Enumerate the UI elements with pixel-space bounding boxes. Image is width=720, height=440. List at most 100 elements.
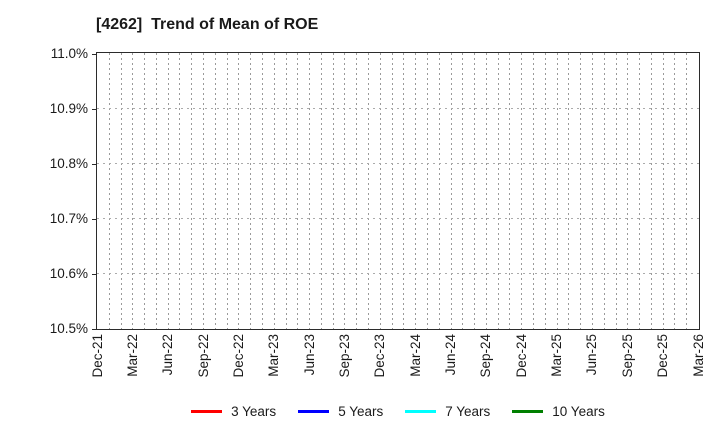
gridline-vertical: [179, 53, 181, 329]
gridline-vertical: [108, 53, 110, 329]
x-tick-label: Dec-22: [230, 334, 246, 378]
gridline-vertical: [250, 53, 252, 329]
y-tick-label: 10.7%: [49, 210, 88, 226]
gridline-vertical: [485, 53, 487, 329]
x-tick-label: Jun-24: [443, 334, 459, 376]
gridline-vertical: [285, 53, 287, 329]
x-tick-label: Dec-24: [513, 334, 529, 378]
gridline-vertical: [332, 53, 334, 329]
legend-label: 3 Years: [231, 404, 277, 419]
gridline-horizontal: [97, 218, 699, 219]
gridline-vertical: [120, 53, 122, 329]
gridline-vertical: [580, 53, 582, 329]
gridline-vertical: [368, 53, 370, 329]
gridline-vertical: [639, 53, 641, 329]
gridline-vertical: [603, 53, 605, 329]
gridline-vertical: [309, 53, 311, 329]
x-tick-label: Mar-22: [124, 334, 140, 377]
gridline-vertical: [320, 53, 322, 329]
gridline-vertical: [521, 53, 523, 329]
y-tick-mark: [92, 328, 96, 330]
legend-label: 10 Years: [552, 404, 605, 419]
y-tick-label: 11.0%: [50, 45, 88, 61]
gridline-vertical: [356, 53, 358, 329]
legend-item: 10 Years: [512, 404, 605, 419]
x-tick-label: Dec-25: [655, 334, 671, 378]
x-tick-label: Dec-21: [89, 334, 105, 378]
x-tick-label: Mar-25: [549, 334, 565, 377]
legend-label: 7 Years: [445, 404, 491, 419]
gridline-vertical: [533, 53, 535, 329]
gridline-vertical: [686, 53, 688, 329]
gridline-horizontal: [97, 163, 699, 164]
x-tick-label: Dec-23: [372, 334, 388, 378]
y-tick-mark: [92, 273, 96, 275]
gridline-vertical: [556, 53, 558, 329]
x-tick-label: Mar-24: [407, 334, 423, 377]
gridline-vertical: [144, 53, 146, 329]
gridline-horizontal: [97, 273, 699, 274]
gridline-vertical: [297, 53, 299, 329]
gridline-vertical: [438, 53, 440, 329]
legend-label: 5 Years: [338, 404, 384, 419]
x-tick-label: Sep-23: [336, 334, 352, 378]
gridline-vertical: [226, 53, 228, 329]
y-tick-label: 10.9%: [49, 100, 88, 116]
x-tick-label: Jun-23: [301, 334, 317, 376]
legend-item: 5 Years: [298, 404, 383, 419]
chart-title: [4262] Trend of Mean of ROE: [96, 16, 319, 33]
gridline-vertical: [379, 53, 381, 329]
legend-line-swatch: [191, 410, 223, 413]
x-tick-label: Sep-22: [195, 334, 211, 378]
y-tick-label: 10.6%: [49, 265, 88, 281]
gridline-vertical: [155, 53, 157, 329]
gridline-vertical: [191, 53, 193, 329]
gridline-vertical: [662, 53, 664, 329]
y-tick-label: 10.5%: [49, 320, 88, 336]
gridline-vertical: [167, 53, 169, 329]
gridline-vertical: [591, 53, 593, 329]
y-tick-mark: [92, 53, 96, 55]
y-tick-mark: [92, 163, 96, 165]
gridline-vertical: [273, 53, 275, 329]
legend-item: 7 Years: [405, 404, 490, 419]
gridline-vertical: [132, 53, 134, 329]
x-tick-label: Sep-24: [478, 334, 494, 378]
legend-line-swatch: [298, 410, 330, 413]
x-tick-label: Jun-25: [584, 334, 600, 376]
x-tick-label: Mar-23: [266, 334, 282, 377]
gridline-vertical: [426, 53, 428, 329]
gridline-vertical: [450, 53, 452, 329]
gridline-vertical: [462, 53, 464, 329]
gridline-vertical: [203, 53, 205, 329]
x-tick-label: Jun-22: [160, 334, 176, 376]
gridline-vertical: [544, 53, 546, 329]
gridline-vertical: [344, 53, 346, 329]
gridline-vertical: [509, 53, 511, 329]
gridline-horizontal: [97, 108, 699, 109]
y-tick-label: 10.8%: [49, 155, 88, 171]
gridline-vertical: [391, 53, 393, 329]
legend-item: 3 Years: [191, 404, 276, 419]
gridline-vertical: [261, 53, 263, 329]
gridline-vertical: [650, 53, 652, 329]
gridline-vertical: [415, 53, 417, 329]
legend: 3 Years 5 Years 7 Years 10 Years: [96, 404, 700, 419]
x-tick-label: Mar-26: [690, 334, 706, 377]
gridline-vertical: [615, 53, 617, 329]
gridline-vertical: [568, 53, 570, 329]
y-tick-mark: [92, 108, 96, 110]
gridline-vertical: [403, 53, 405, 329]
x-tick-label: Sep-25: [619, 334, 635, 378]
legend-line-swatch: [512, 410, 544, 413]
gridline-vertical: [627, 53, 629, 329]
legend-line-swatch: [405, 410, 437, 413]
plot-area: [96, 52, 700, 330]
gridline-vertical: [474, 53, 476, 329]
y-tick-mark: [92, 218, 96, 220]
gridline-vertical: [214, 53, 216, 329]
gridline-vertical: [497, 53, 499, 329]
gridline-vertical: [674, 53, 676, 329]
gridline-vertical: [238, 53, 240, 329]
